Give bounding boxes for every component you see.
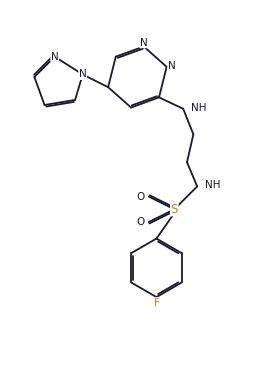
Text: N: N xyxy=(79,69,87,80)
Text: F: F xyxy=(153,298,159,308)
Text: NH: NH xyxy=(205,180,220,190)
Text: O: O xyxy=(137,192,145,201)
Text: NH: NH xyxy=(191,103,206,113)
Text: N: N xyxy=(51,52,59,62)
Text: S: S xyxy=(171,203,178,216)
Text: O: O xyxy=(137,217,145,227)
Text: N: N xyxy=(168,61,176,70)
Text: N: N xyxy=(140,38,148,47)
